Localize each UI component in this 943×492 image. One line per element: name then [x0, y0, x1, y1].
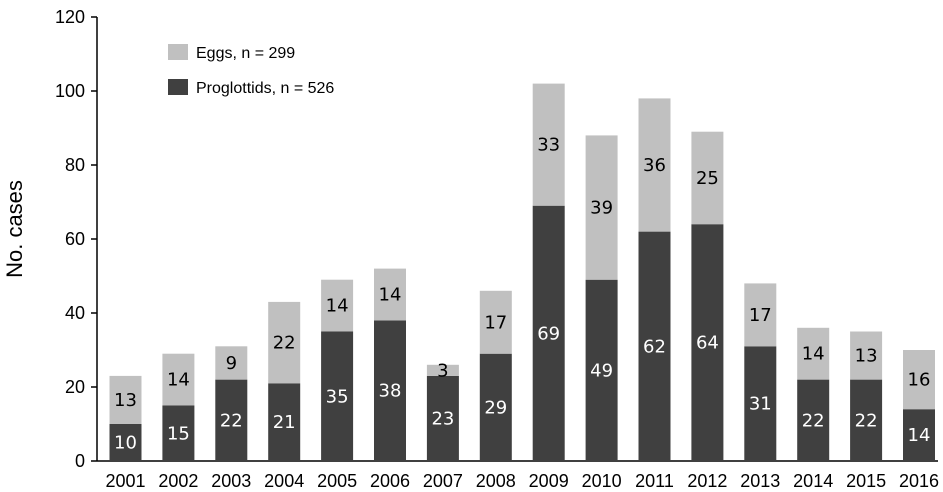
bar-proglottids [903, 409, 935, 461]
bar-value-label: 13 [114, 390, 137, 411]
bar-value-label: 17 [484, 312, 507, 333]
bar-eggs [426, 364, 459, 376]
x-axis: 2001 2002 2003 2004 2005 2006 2007 2008 2009 2010… [97, 460, 939, 491]
bar-value-label: 23 [431, 408, 454, 429]
bar-eggs [585, 135, 618, 280]
bar-value-label: 31 [749, 394, 772, 415]
bar-eggs [744, 283, 777, 347]
bar-value-label: 14 [326, 296, 349, 317]
x-tick-label: 2002 [158, 471, 198, 491]
bar-proglottids [744, 346, 777, 461]
bar-proglottids [797, 379, 830, 461]
y-tick-label: 40 [65, 303, 85, 323]
y-tick-label: 60 [65, 229, 85, 249]
bar-value-label: 38 [379, 381, 402, 402]
x-tick-label: 2005 [317, 471, 357, 491]
x-tick-label: 2014 [793, 471, 833, 491]
bar-value-label: 29 [484, 397, 507, 418]
x-tick-label: 2010 [582, 471, 622, 491]
bar-eggs [109, 375, 142, 424]
legend-swatch [168, 44, 188, 60]
bar-eggs [903, 350, 935, 410]
y-axis-label: No. cases [2, 180, 27, 278]
bar-eggs [374, 268, 406, 321]
bar-value-label: 35 [326, 386, 349, 407]
bar-proglottids [850, 379, 883, 461]
bar-proglottids [585, 279, 618, 461]
bars: 10 15 22 21 35 38 23 29 69 49 62 64 31 22 22 14 13 14 9 22 1… [109, 83, 935, 461]
y-tick-label: 0 [75, 451, 85, 471]
y-axis: 0 20 40 60 80 100 120 [55, 7, 98, 471]
y-tick-label: 80 [65, 155, 85, 175]
bar-value-label: 21 [273, 412, 296, 433]
bar-eggs [532, 83, 565, 206]
bar-eggs [691, 131, 724, 225]
bar-value-label: 33 [537, 135, 560, 156]
y-tick-label: 100 [55, 81, 85, 101]
bar-proglottids [479, 353, 512, 461]
x-tick-label: 2016 [899, 471, 939, 491]
x-tick-label: 2004 [264, 471, 304, 491]
x-tick-label: 2015 [846, 471, 886, 491]
bar-proglottids [109, 424, 142, 461]
bar-value-label: 39 [590, 198, 613, 219]
bar-proglottids [532, 205, 565, 461]
bar-proglottids [215, 379, 248, 461]
legend-label: Proglottids, n = 526 [196, 80, 334, 97]
bar-proglottids [691, 224, 724, 461]
bar-proglottids [268, 383, 301, 461]
bar-value-label: 16 [908, 370, 931, 391]
x-tick-label: 2001 [105, 471, 145, 491]
x-tick-label: 2008 [476, 471, 516, 491]
bar-value-label: 62 [643, 336, 666, 357]
bar-value-label: 14 [379, 285, 402, 306]
bar-value-label: 10 [114, 433, 137, 454]
legend: Eggs, n = 299 Proglottids, n = 526 [168, 44, 334, 97]
x-tick-label: 2011 [635, 471, 674, 491]
bar-value-label: 36 [643, 155, 666, 176]
bar-proglottids [321, 331, 354, 461]
bar-proglottids [638, 231, 671, 461]
legend-label: Eggs, n = 299 [196, 45, 295, 62]
x-tick-label: 2007 [423, 471, 463, 491]
bar-eggs [321, 279, 354, 332]
x-tick-label: 2006 [370, 471, 410, 491]
legend-swatch [168, 79, 188, 95]
bar-value-label: 64 [696, 333, 719, 354]
bar-value-label: 3 [437, 360, 448, 381]
bar-eggs [215, 346, 248, 380]
bar-eggs [638, 98, 671, 232]
bar-value-label: 14 [802, 344, 825, 365]
bar-eggs [850, 331, 883, 380]
x-tick-label: 2003 [211, 471, 251, 491]
bar-value-label: 49 [590, 360, 613, 381]
bar-value-label: 25 [696, 168, 719, 189]
bar-value-label: 13 [855, 346, 878, 367]
y-tick-label: 20 [65, 377, 85, 397]
x-tick-label: 2009 [529, 471, 569, 491]
bar-value-label: 22 [273, 333, 296, 354]
bar-value-label: 14 [908, 425, 931, 446]
bar-eggs [268, 301, 301, 384]
bar-proglottids [162, 405, 195, 461]
bar-value-label: 69 [537, 323, 560, 344]
bar-proglottids [426, 375, 459, 461]
bar-value-label: 15 [167, 423, 190, 444]
y-tick-label: 120 [55, 7, 85, 27]
bar-eggs [162, 353, 195, 406]
bar-proglottids [374, 320, 406, 461]
bar-value-label: 22 [220, 410, 243, 431]
bar-value-label: 14 [167, 370, 190, 391]
bar-value-label: 17 [749, 305, 772, 326]
bar-eggs [797, 327, 830, 380]
bar-eggs [479, 290, 512, 354]
bar-value-label: 9 [226, 353, 237, 374]
bar-value-label: 22 [855, 410, 878, 431]
bar-value-label: 22 [802, 410, 825, 431]
x-tick-label: 2013 [740, 471, 780, 491]
x-tick-label: 2012 [687, 471, 727, 491]
